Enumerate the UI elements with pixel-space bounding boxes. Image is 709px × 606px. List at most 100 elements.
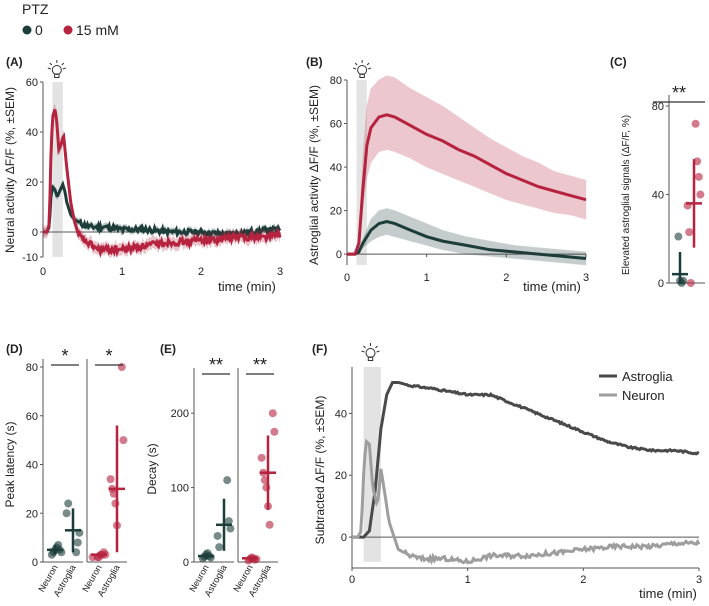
x-tick-label: 2 <box>503 272 509 284</box>
data-point <box>257 453 266 462</box>
y-tick-label: 20 <box>335 470 347 482</box>
data-point <box>268 409 277 418</box>
data-point <box>270 427 279 436</box>
data-point <box>117 363 126 371</box>
data-point <box>215 543 224 552</box>
data-point <box>206 553 215 562</box>
data-point <box>691 119 700 128</box>
bulb-glass <box>51 65 62 75</box>
data-point <box>62 509 71 518</box>
y-tick-label: 60 <box>26 411 38 423</box>
x-tick-label: 3 <box>696 574 702 586</box>
x-tick-label: 0 <box>344 272 350 284</box>
y-tick-label: 80 <box>26 362 38 374</box>
y-tick-label: 20 <box>26 177 38 189</box>
y-axis-label: Peak latency (s) <box>3 421 17 507</box>
y-tick-label: 0 <box>658 278 664 290</box>
y-tick-label: -10 <box>22 252 38 264</box>
bulb-ray <box>363 345 366 349</box>
bulb-ray <box>376 350 380 353</box>
y-tick-label: 60 <box>26 77 38 89</box>
y-axis-label: Subtracted ΔF/F (%, ±SEM) <box>313 396 327 545</box>
lightbulb-icon <box>47 60 66 78</box>
y-tick-label: 0 <box>32 227 38 239</box>
significance-label: ** <box>672 83 686 103</box>
bulb-base <box>367 356 374 361</box>
y-tick-label: 80 <box>652 101 664 113</box>
bulb-base <box>359 73 365 78</box>
data-point <box>226 524 235 533</box>
bulb-ray <box>361 350 365 353</box>
x-tick-label: 1 <box>119 266 125 278</box>
data-point <box>685 228 694 237</box>
y-axis-label: Neural activity ΔF/F (%, ±SEM) <box>3 87 17 253</box>
panel-label: (F) <box>312 342 327 356</box>
y-tick-label: 0 <box>32 557 38 569</box>
series-line-15mM <box>347 113 587 256</box>
lightbulb-icon <box>361 343 380 361</box>
series-line-0 <box>347 219 587 260</box>
x-tick-label: 2 <box>580 574 586 586</box>
data-point <box>213 531 222 540</box>
y-axis-label: Astroglial activity ΔF/F (%, ±SEM) <box>307 85 321 265</box>
bulb-ray <box>61 62 65 66</box>
data-point <box>694 172 703 181</box>
y-tick-label: 20 <box>330 206 342 218</box>
bulb-ray <box>367 67 372 70</box>
data-point <box>119 436 128 445</box>
data-point <box>696 190 705 199</box>
y-tick-label: 40 <box>335 408 347 420</box>
y-tick-label: 100 <box>171 483 189 495</box>
x-tick-label: 0 <box>349 574 355 586</box>
significance-label: * <box>105 346 112 366</box>
x-tick-label: 1 <box>424 272 430 284</box>
y-axis-label: Decay (s) <box>145 443 159 494</box>
data-point <box>223 476 232 485</box>
y-tick-label: 40 <box>26 127 38 139</box>
sem-band <box>43 180 280 240</box>
y-tick-label: 0 <box>336 249 342 261</box>
bulb-ray <box>352 67 357 70</box>
x-tick-label: 3 <box>583 272 589 284</box>
panel-label: (A) <box>6 55 23 69</box>
data-point <box>265 520 274 529</box>
sem-band <box>43 103 280 259</box>
series-line-15mM <box>43 109 282 258</box>
legend-label: Astroglia <box>622 369 673 384</box>
panel-label: (B) <box>306 55 323 69</box>
panel-label: (C) <box>610 55 627 69</box>
data-point <box>73 538 82 547</box>
series-line-Neuron <box>352 438 701 566</box>
panel-label: (D) <box>6 342 23 356</box>
x-tick-label: 0 <box>40 266 46 278</box>
y-tick-label: 60 <box>330 119 342 131</box>
y-tick-label: 0 <box>341 532 347 544</box>
data-point <box>224 517 233 526</box>
x-axis-label: time (min) <box>218 279 276 294</box>
x-axis-label: time (min) <box>639 586 697 601</box>
stimulus-window <box>52 82 63 257</box>
bulb-ray <box>366 62 370 66</box>
x-tick-label: 3 <box>277 266 283 278</box>
series-line-Astroglia <box>352 381 700 539</box>
legend-label: Neuron <box>622 388 665 403</box>
y-tick-label: 0 <box>183 557 189 569</box>
legend-title: PTZ <box>22 1 49 17</box>
lightbulb-icon <box>352 60 372 78</box>
y-axis-label: Elevated astroglial signals (ΔF/F, %) <box>621 115 632 275</box>
y-tick-label: 200 <box>171 408 189 420</box>
y-tick-label: 20 <box>26 508 38 520</box>
bulb-ray <box>47 67 51 70</box>
legend-label: 15 mM <box>76 22 119 38</box>
data-point <box>686 279 695 287</box>
significance-label: * <box>61 346 68 366</box>
stimulus-window <box>356 80 367 265</box>
bulb-glass <box>365 348 376 358</box>
y-tick-label: 80 <box>330 75 342 87</box>
data-point <box>64 499 73 508</box>
x-axis-label: time (min) <box>523 279 581 294</box>
significance-label: ** <box>209 355 223 375</box>
significance-label: ** <box>253 355 267 375</box>
y-tick-label: 40 <box>26 460 38 472</box>
